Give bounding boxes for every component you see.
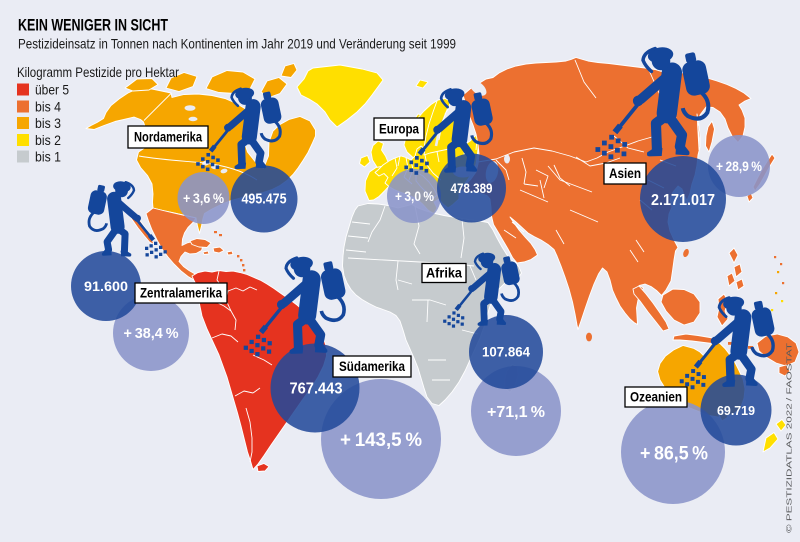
svg-text:Afrika: Afrika: [426, 265, 462, 281]
svg-text:+ 143,5 %: + 143,5 %: [340, 429, 422, 451]
svg-text:Ozeanien: Ozeanien: [630, 389, 682, 405]
svg-text:107.864: 107.864: [482, 345, 530, 360]
svg-text:+ 28,9 %: + 28,9 %: [716, 159, 762, 174]
svg-text:+ 38,4 %: + 38,4 %: [124, 326, 179, 342]
svg-text:478.389: 478.389: [451, 181, 493, 196]
svg-text:Europa: Europa: [379, 121, 419, 137]
svg-text:+71,1 %: +71,1 %: [487, 404, 545, 421]
svg-text:Zentralamerika: Zentralamerika: [140, 285, 222, 301]
svg-text:91.600: 91.600: [84, 278, 128, 294]
svg-text:Pestizideinsatz in Tonnen nach: Pestizideinsatz in Tonnen nach Kontinent…: [18, 36, 456, 52]
svg-text:+ 3,6 %: + 3,6 %: [183, 191, 224, 206]
svg-text:bis 4: bis 4: [35, 99, 61, 115]
svg-text:Asien: Asien: [609, 165, 641, 181]
svg-text:bis 2: bis 2: [35, 132, 61, 148]
svg-text:Kilogramm Pestizide pro Hektar: Kilogramm Pestizide pro Hektar: [17, 64, 179, 80]
svg-text:Südamerika: Südamerika: [339, 358, 405, 374]
svg-text:2.171.017: 2.171.017: [651, 192, 715, 209]
svg-text:bis 1: bis 1: [35, 149, 61, 165]
svg-text:+ 86,5 %: + 86,5 %: [640, 444, 708, 465]
svg-text:über 5: über 5: [35, 82, 69, 98]
svg-text:bis 3: bis 3: [35, 115, 61, 131]
svg-text:+ 3,0 %: + 3,0 %: [395, 189, 434, 204]
svg-text:495.475: 495.475: [242, 192, 287, 208]
svg-text:767.443: 767.443: [290, 381, 343, 398]
svg-text:69.719: 69.719: [717, 403, 755, 418]
svg-text:KEIN WENIGER IN SICHT: KEIN WENIGER IN SICHT: [18, 17, 168, 35]
svg-text:Nordamerika: Nordamerika: [134, 129, 202, 145]
svg-text:© PESTIZIDATLAS 2022 / FAOSTAT: © PESTIZIDATLAS 2022 / FAOSTAT: [785, 342, 794, 533]
